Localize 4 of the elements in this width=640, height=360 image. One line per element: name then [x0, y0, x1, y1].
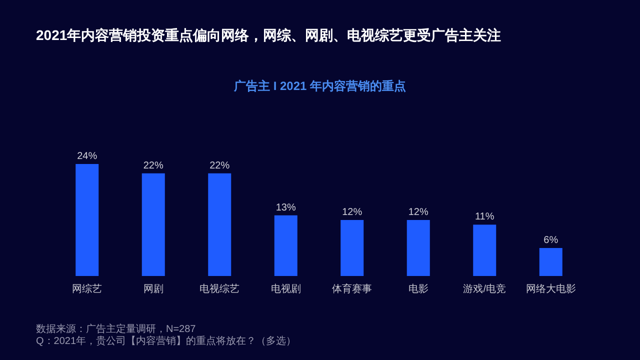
annotation: 数据来源：广告主定量调研，N=287 — [36, 324, 196, 335]
annotation: Q：2021年，贵公司【内容营销】的重点将放在？（多选） — [36, 336, 296, 347]
title: 2021年内容营销投资重点偏向网络，网综、网剧、电视综艺更受广告主关注 — [36, 27, 502, 43]
subtitle: 广告主 I 2021 年内容营销的重点 — [234, 79, 406, 93]
